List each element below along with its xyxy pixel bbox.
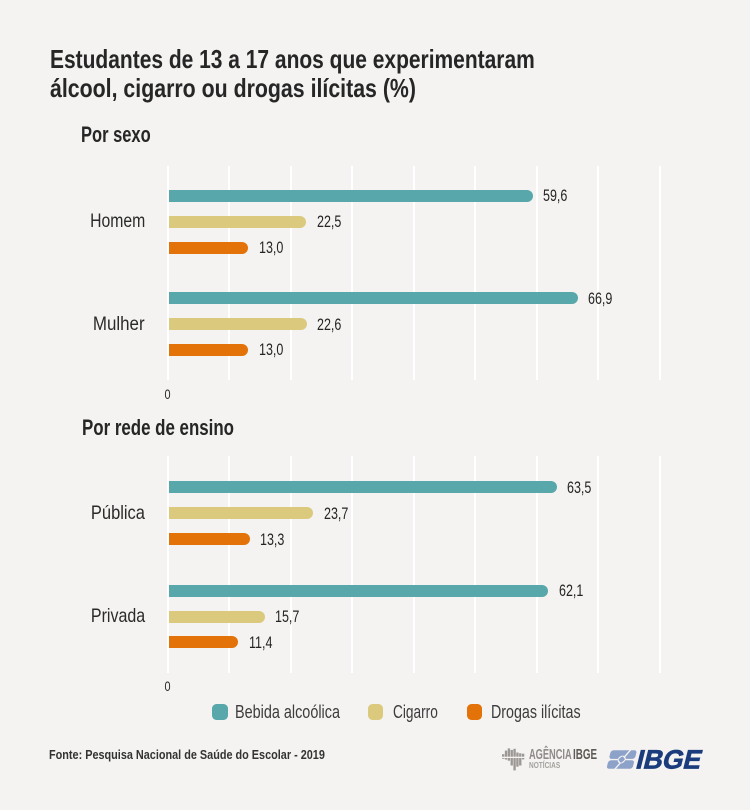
svg-text:IBGE: IBGE bbox=[633, 745, 705, 775]
